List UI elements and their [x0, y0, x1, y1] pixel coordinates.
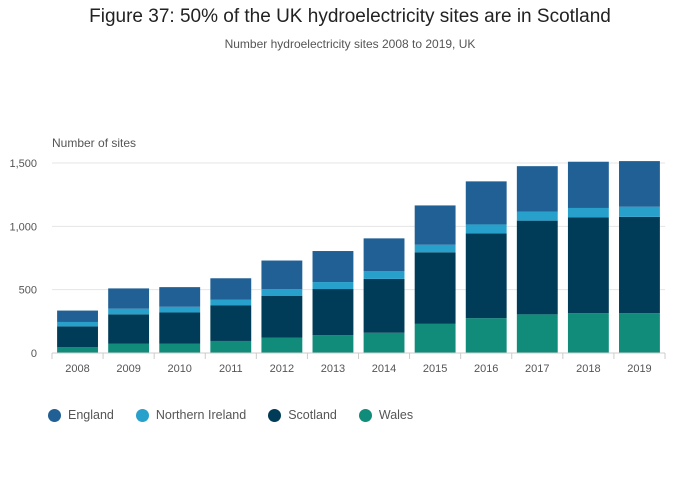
legend-item-england[interactable]: England [48, 408, 114, 422]
bar-england-2015 [414, 205, 456, 245]
bar-scotland-2011 [210, 305, 252, 341]
x-tick-label: 2016 [474, 363, 498, 375]
x-tick-label: 2019 [627, 363, 651, 375]
legend-label: Scotland [288, 408, 337, 422]
bar-wales-2019 [619, 313, 660, 353]
chart-subtitle: Number hydroelectricity sites 2008 to 20… [224, 37, 476, 51]
bar-scotland-2012 [261, 296, 303, 338]
legend-swatch [48, 408, 61, 422]
legend-swatch [268, 408, 282, 422]
x-tick-label: 2010 [167, 363, 191, 375]
legend-item-scotland[interactable]: Scotland [268, 408, 337, 422]
bar-wales-2011 [210, 340, 252, 353]
bars [57, 161, 660, 353]
legend-item-northern-ireland[interactable]: Northern Ireland [135, 408, 247, 422]
bar-northern-ireland-2014 [363, 271, 405, 279]
bar-northern-ireland-2015 [414, 244, 456, 253]
bar-northern-ireland-2011 [210, 299, 252, 306]
bar-england-2009 [108, 288, 150, 309]
bar-england-2017 [516, 166, 558, 212]
bar-northern-ireland-2018 [567, 207, 609, 218]
y-tick-label: 1,000 [9, 221, 37, 233]
legend-swatch [135, 408, 149, 422]
chart-title: Figure 37: 50% of the UK hydroelectricit… [89, 6, 611, 27]
bar-scotland-2019 [619, 216, 660, 314]
bar-scotland-2014 [363, 278, 405, 333]
bar-wales-2016 [465, 318, 507, 353]
bar-wales-2010 [159, 343, 201, 353]
x-tick-label: 2018 [576, 363, 600, 375]
bar-northern-ireland-2013 [312, 282, 354, 290]
bar-wales-2009 [108, 343, 150, 353]
bar-england-2018 [567, 161, 609, 208]
x-tick-label: 2012 [270, 363, 294, 375]
bar-england-2016 [465, 181, 507, 225]
bar-scotland-2009 [108, 314, 150, 344]
bar-england-2012 [261, 260, 303, 290]
bar-wales-2012 [261, 337, 303, 353]
y-axis-label: Number of sites [52, 136, 136, 150]
bar-wales-2015 [414, 323, 456, 353]
bar-northern-ireland-2012 [261, 289, 303, 296]
x-tick-label: 2013 [321, 363, 345, 375]
bar-wales-2014 [363, 332, 405, 353]
bar-england-2008 [57, 310, 98, 322]
x-tick-label: 2014 [372, 363, 396, 375]
axes: 0 500 1,000 1,500 2008 2009 2010 2011 2012 2013 20… [9, 158, 666, 375]
y-tick-label: 0 [31, 348, 37, 360]
legend-label: England [68, 408, 114, 422]
bar-northern-ireland-2008 [57, 321, 98, 327]
legend-swatch [358, 408, 372, 422]
bar-northern-ireland-2016 [465, 224, 507, 234]
bar-england-2013 [312, 251, 354, 283]
bar-northern-ireland-2019 [619, 206, 660, 217]
legend-label: Northern Ireland [155, 408, 247, 422]
bar-northern-ireland-2017 [516, 211, 558, 221]
bar-england-2019 [619, 161, 660, 207]
bar-wales-2018 [567, 313, 609, 353]
bar-wales-2017 [516, 314, 558, 353]
bar-wales-2008 [57, 347, 98, 353]
bar-scotland-2016 [465, 233, 507, 319]
legend: England Northern Ireland Scotland Wales [48, 408, 435, 422]
legend-label: Wales [378, 408, 414, 422]
x-tick-label: 2009 [116, 363, 140, 375]
bar-scotland-2008 [57, 326, 98, 348]
x-tick-label: 2008 [65, 363, 89, 375]
bar-scotland-2013 [312, 289, 354, 336]
x-tick-label: 2015 [423, 363, 447, 375]
bar-england-2014 [363, 238, 405, 272]
legend-item-wales[interactable]: Wales [358, 408, 414, 422]
bar-scotland-2015 [414, 252, 456, 324]
bar-scotland-2018 [567, 217, 609, 314]
bar-england-2010 [159, 287, 201, 307]
bar-scotland-2010 [159, 312, 201, 344]
gridlines [52, 162, 665, 291]
y-tick-label: 500 [19, 285, 37, 297]
y-tick-label: 1,500 [9, 158, 37, 170]
bar-northern-ireland-2009 [108, 308, 150, 315]
x-tick-label: 2017 [525, 363, 549, 375]
bar-northern-ireland-2010 [159, 306, 201, 313]
bar-wales-2013 [312, 335, 354, 353]
bar-england-2011 [210, 278, 252, 300]
x-tick-label: 2011 [219, 363, 243, 375]
bar-scotland-2017 [516, 220, 558, 315]
